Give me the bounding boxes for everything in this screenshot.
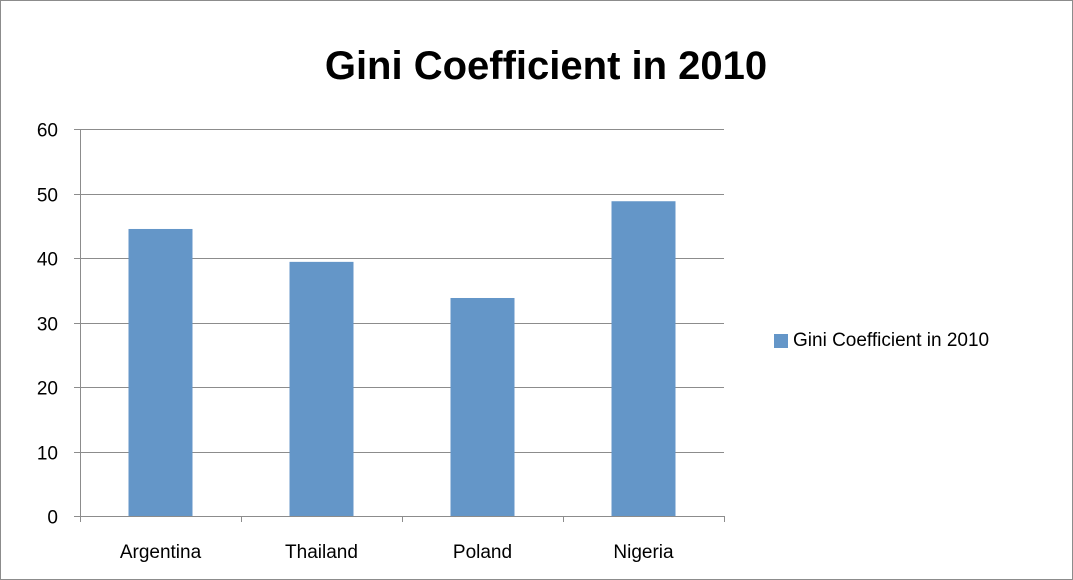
legend-swatch — [774, 334, 788, 348]
x-tick-label: Nigeria — [613, 542, 674, 563]
y-tick-label: 50 — [37, 186, 58, 207]
bar-thailand — [289, 261, 354, 516]
y-tick-label: 30 — [37, 315, 58, 336]
y-tick-label: 40 — [37, 250, 58, 271]
tick-labels: 0 10 20 30 40 50 60 Argentina Thailand Poland Nige… — [37, 121, 674, 564]
bars — [128, 201, 676, 517]
legend: Gini Coefficient in 2010 — [774, 330, 989, 352]
bar-nigeria — [611, 201, 676, 517]
x-tick-label: Argentina — [120, 542, 202, 563]
bar-poland — [450, 297, 515, 516]
y-tick-label: 60 — [37, 121, 58, 142]
x-tick-label: Thailand — [285, 542, 358, 563]
bar-argentina — [128, 228, 193, 516]
y-tick-label: 20 — [37, 379, 58, 400]
y-tick-label: 10 — [37, 444, 58, 465]
x-tick-label: Poland — [453, 542, 512, 563]
legend-label: Gini Coefficient in 2010 — [793, 330, 990, 351]
axes — [74, 129, 725, 522]
chart-title: Gini Coefficient in 2010 — [324, 44, 768, 88]
y-tick-label: 0 — [47, 508, 58, 529]
